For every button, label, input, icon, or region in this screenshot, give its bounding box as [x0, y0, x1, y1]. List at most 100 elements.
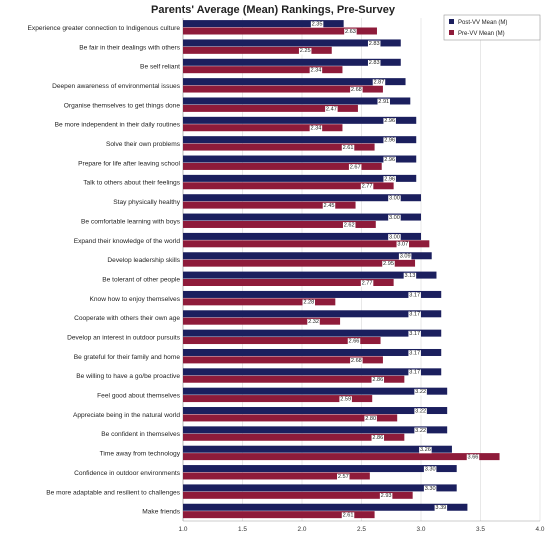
- bar-pre: [183, 124, 343, 132]
- category-label: Develop leadership skills: [107, 257, 180, 264]
- category-label: Experience greater connection to Indigen…: [28, 25, 181, 32]
- bar-pre: [183, 46, 332, 54]
- x-tick-label: 1.5: [238, 526, 247, 533]
- value-label-pre: 2.57: [338, 474, 349, 480]
- value-label-bg: [388, 195, 401, 202]
- category-label: Prepare for life after leaving school: [78, 160, 180, 167]
- bar-post: [183, 426, 448, 434]
- category-label: Be self reliant: [140, 64, 180, 71]
- category-label: Deepen awareness of environmental issues: [52, 83, 181, 90]
- value-label-pre: 2.63: [345, 29, 356, 35]
- value-label-bg: [408, 292, 421, 299]
- category-label: Be willing to have a go/be proactive: [76, 373, 180, 380]
- value-label-pre: 2.86: [372, 377, 383, 383]
- bar-post: [183, 252, 432, 260]
- bar-post: [183, 310, 442, 318]
- value-label-post: 3.22: [415, 428, 426, 434]
- value-label-post: 3.00: [389, 196, 400, 202]
- value-label-pre: 3.07: [397, 242, 408, 248]
- category-label: Be comfortable learning with boys: [81, 218, 181, 225]
- bar-pre: [183, 395, 373, 403]
- value-label-pre: 3.66: [468, 455, 479, 461]
- value-label-post: 2.35: [312, 22, 323, 28]
- value-label-post: 3.13: [404, 273, 415, 279]
- category-labels: Experience greater connection to Indigen…: [28, 25, 181, 516]
- value-label-pre: 2.66: [349, 338, 360, 344]
- value-label-post: 3.00: [389, 234, 400, 240]
- value-label-pre: 2.28: [303, 300, 314, 306]
- value-label-bg: [322, 202, 336, 210]
- bar-post: [183, 445, 452, 453]
- legend-swatch-post: [449, 19, 454, 24]
- bar-post: [183, 348, 442, 356]
- value-label-bg: [403, 272, 417, 280]
- value-label-pre: 2.93: [381, 493, 392, 499]
- x-tick-label: 2.5: [357, 526, 366, 533]
- value-label-post: 3.17: [409, 331, 420, 337]
- value-label-pre: 2.34: [310, 68, 321, 74]
- bar-post: [183, 387, 448, 395]
- category-label: Feel good about themselves: [97, 393, 181, 400]
- value-label-pre: 2.80: [365, 416, 376, 422]
- x-axis: 1.0 1.5 2.0 2.5 3.0 3.5 4.0: [179, 526, 545, 533]
- bar-post: [183, 116, 417, 124]
- bar-pre: [183, 259, 416, 267]
- value-label-bg: [310, 21, 324, 28]
- category-label: Be more adaptable and resilient to chall…: [46, 489, 180, 496]
- value-label-bg: [371, 434, 385, 442]
- value-label-bg: [419, 446, 432, 454]
- value-label-bg: [388, 234, 401, 241]
- bar-post: [183, 232, 421, 240]
- bar-post: [183, 174, 417, 182]
- value-label-pre: 2.47: [326, 106, 337, 112]
- value-label-pre: 2.77: [362, 280, 373, 286]
- legend-swatch-pre: [449, 30, 454, 35]
- category-label: Cooperate with others their own age: [74, 315, 180, 322]
- legend-box: [443, 14, 541, 41]
- category-label: Appreciate being in the natural world: [73, 412, 180, 419]
- value-label-bg: [408, 369, 421, 376]
- bar-post: [183, 213, 421, 221]
- value-label-pre: 2.32: [308, 319, 319, 325]
- bar-pre: [183, 279, 394, 286]
- value-label-bg: [344, 28, 357, 36]
- bar-post: [183, 155, 417, 163]
- category-label: Talk to others about their feelings: [83, 180, 180, 187]
- bar-post: [183, 465, 457, 473]
- x-tick-label: 2.0: [298, 526, 307, 533]
- value-label-bg: [398, 253, 412, 260]
- bars: [183, 20, 500, 519]
- value-label-bg: [367, 40, 381, 48]
- value-label-bg: [383, 176, 396, 183]
- value-label-bg: [348, 164, 362, 171]
- bar-pre: [183, 162, 382, 170]
- bar-pre: [183, 453, 500, 461]
- value-label-bg: [360, 280, 374, 287]
- value-label-post: 2.96: [384, 157, 395, 163]
- bar-post: [183, 503, 468, 511]
- value-label-post: 3.17: [409, 292, 420, 298]
- bar-pre: [183, 356, 383, 364]
- bar-post: [183, 78, 406, 86]
- value-label-bg: [414, 427, 427, 434]
- value-label-post: 2.91: [378, 99, 389, 105]
- gridlines: [182, 18, 541, 522]
- value-label-bg: [372, 79, 386, 86]
- x-tick-label: 3.0: [417, 526, 426, 533]
- value-label-bg: [302, 299, 316, 306]
- value-label-bg: [466, 454, 480, 461]
- value-label-bg: [408, 330, 421, 338]
- value-label-post: 3.39: [435, 505, 446, 511]
- value-label-bg: [377, 98, 390, 106]
- bar-pre: [183, 337, 381, 345]
- value-label-bg: [364, 415, 377, 423]
- bar-pre: [183, 240, 430, 248]
- bar-pre: [183, 143, 375, 151]
- value-label-pre: 2.95: [383, 261, 394, 267]
- value-label-bg: [342, 222, 356, 229]
- value-label-post: 2.96: [384, 118, 395, 124]
- value-label-bg: [337, 473, 350, 481]
- value-label-post: 2.83: [369, 41, 380, 47]
- bar-post: [183, 368, 442, 376]
- value-label-post: 2.83: [369, 60, 380, 66]
